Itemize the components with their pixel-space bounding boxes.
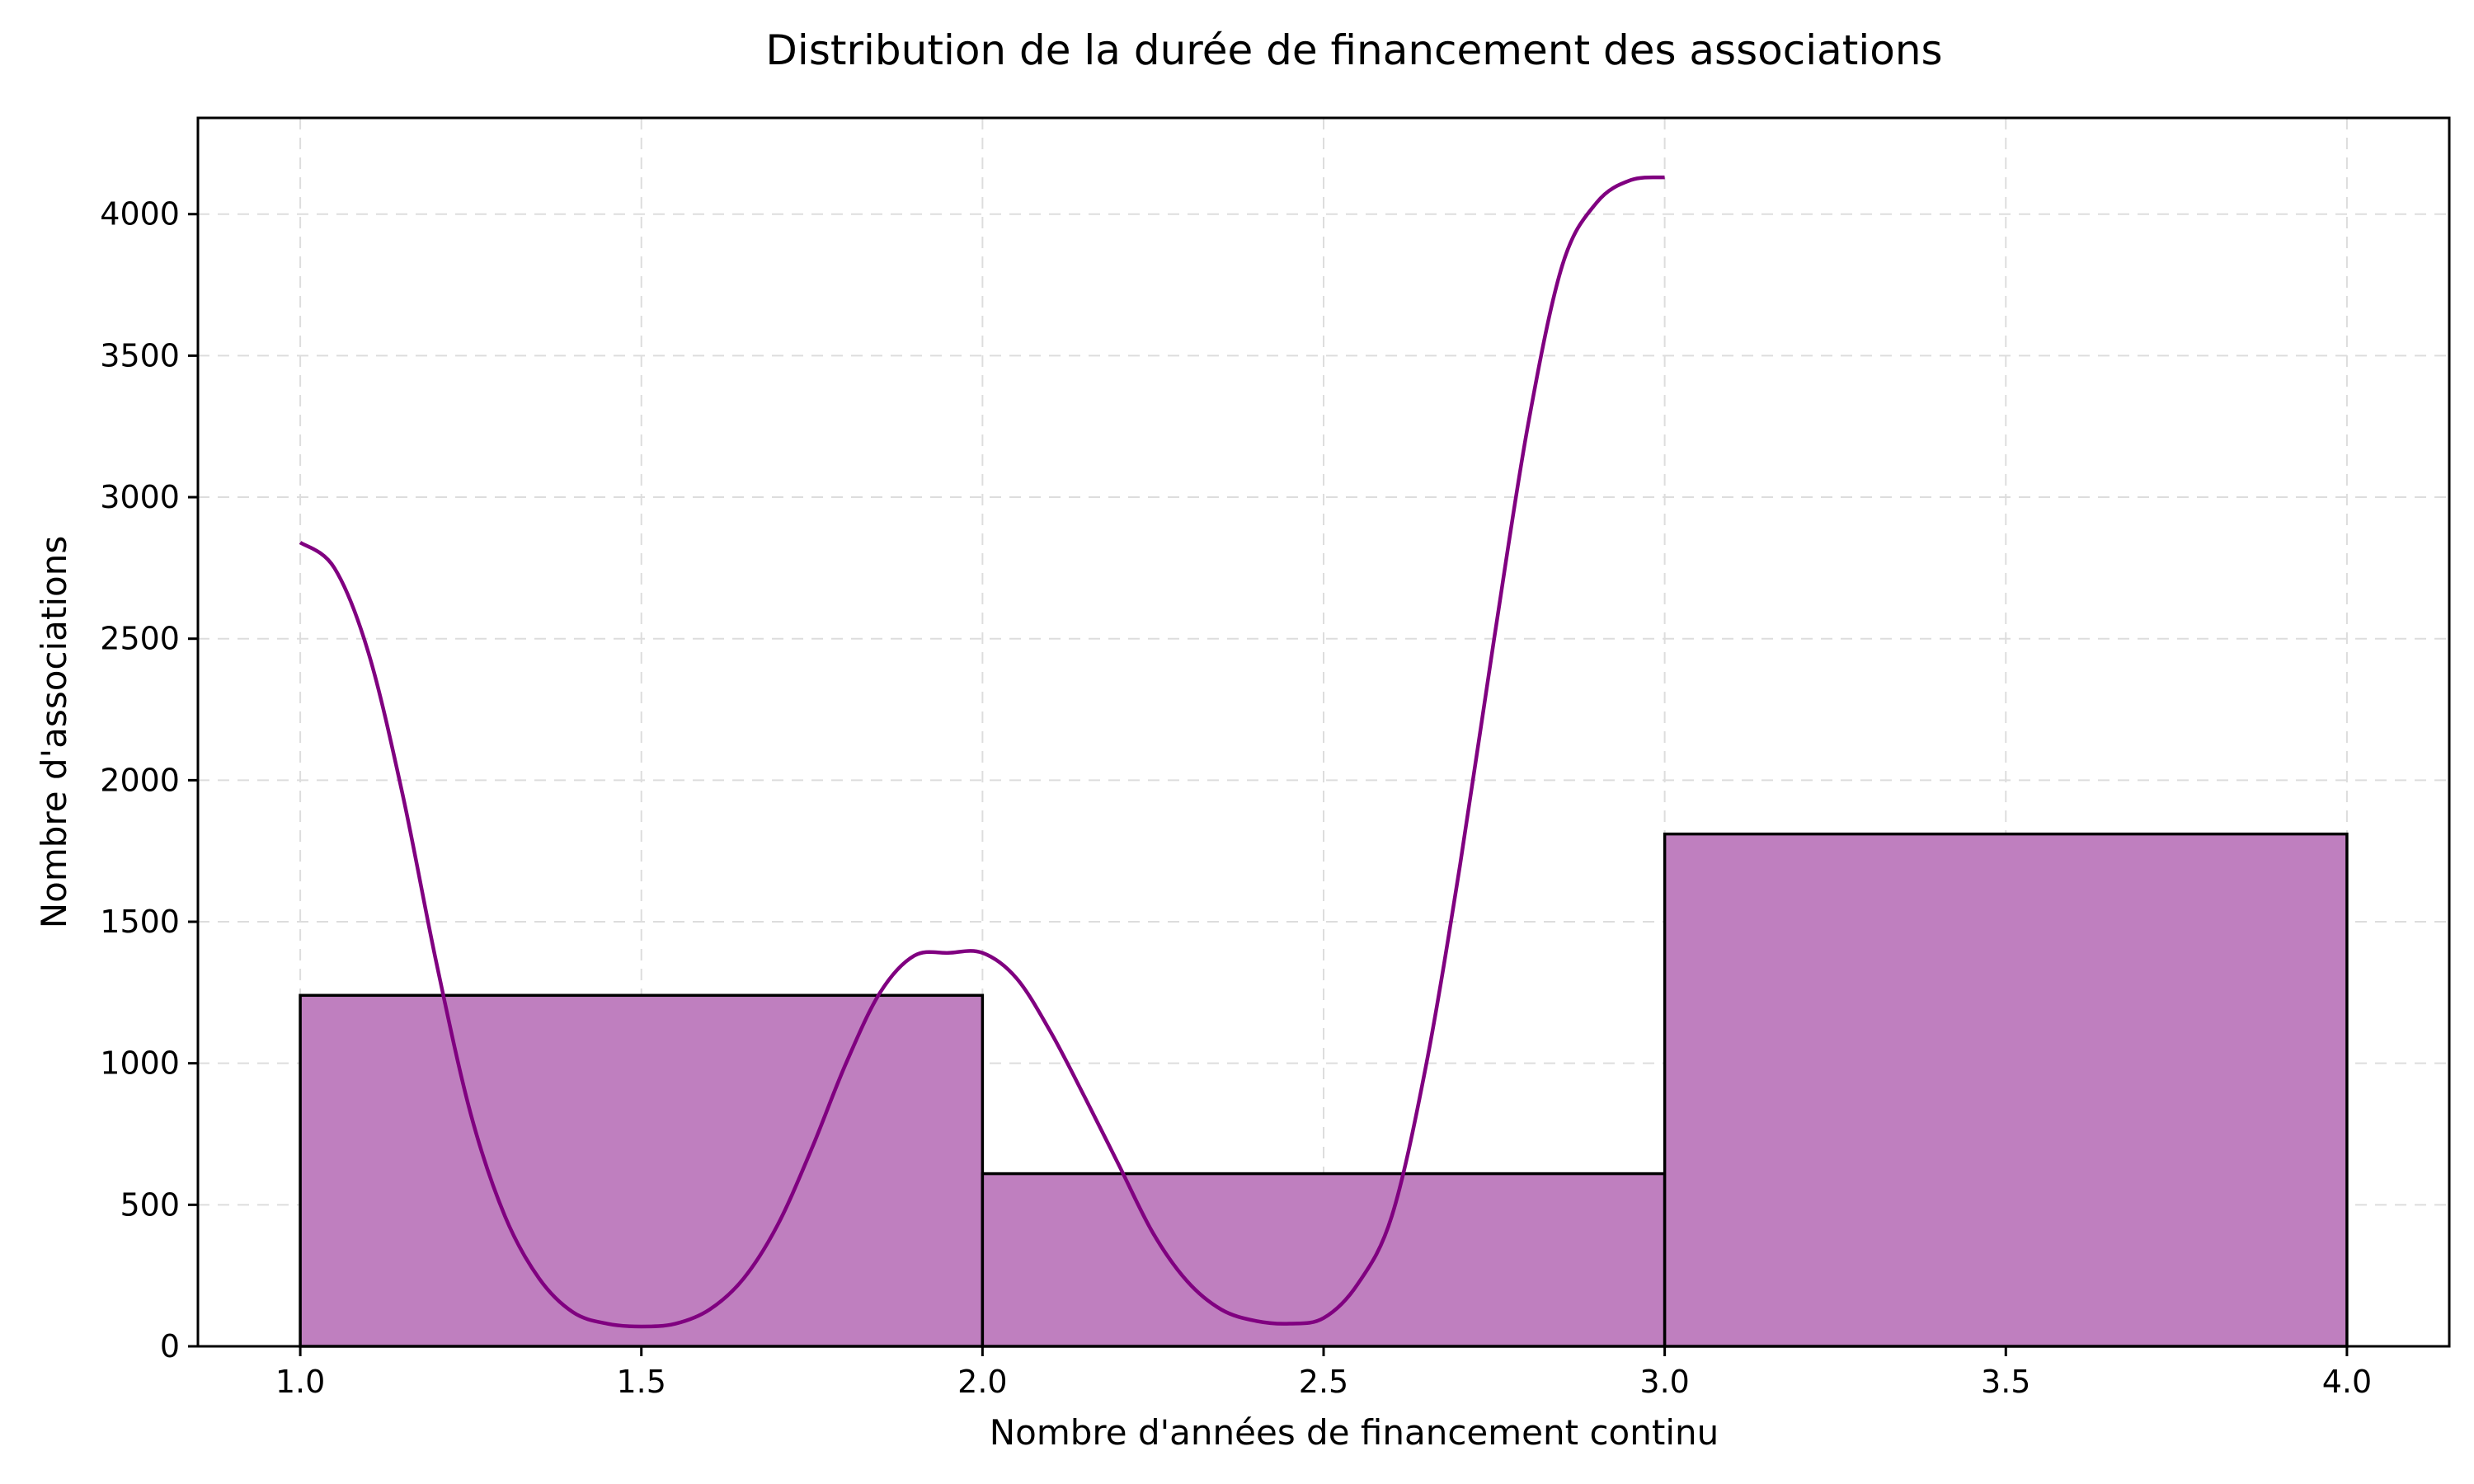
y-tick-label: 4000	[100, 196, 180, 232]
histogram-bars	[299, 832, 2349, 1348]
y-tick-label: 0	[160, 1328, 180, 1364]
x-tick-label: 3.0	[1639, 1364, 1689, 1400]
x-tick-label: 1.5	[617, 1364, 666, 1400]
histogram-bar-1	[299, 993, 985, 1348]
x-axis-ticks: 1.0 1.5 2.0 2.5 3.0 3.5 4.0	[275, 1346, 2372, 1400]
x-axis-label: Nombre d'années de financement continu	[990, 1412, 1719, 1453]
kde-curve-layer	[299, 175, 1665, 1329]
x-tick-label: 4.0	[2322, 1364, 2372, 1400]
kde-curve	[299, 175, 1665, 1329]
y-tick-label: 500	[120, 1186, 180, 1223]
y-axis-label: Nombre d'associations	[34, 536, 74, 928]
y-tick-label: 3000	[100, 479, 180, 515]
y-tick-label: 3500	[100, 337, 180, 373]
histogram-bar-3	[1663, 832, 2349, 1348]
y-axis-ticks: 0 500 1000 1500 2000 2500 3000 3500 4000	[100, 196, 198, 1364]
x-tick-label: 3.5	[1981, 1364, 2030, 1400]
histogram-bar-2	[981, 1172, 1667, 1348]
y-tick-label: 2500	[100, 621, 180, 657]
x-tick-label: 1.0	[275, 1364, 325, 1400]
x-tick-label: 2.5	[1299, 1364, 1348, 1400]
y-tick-label: 1000	[100, 1045, 180, 1082]
grid	[198, 118, 2449, 1347]
y-tick-label: 1500	[100, 904, 180, 940]
chart-title: Distribution de la durée de financement …	[765, 26, 1942, 74]
y-tick-label: 2000	[100, 762, 180, 798]
x-tick-label: 2.0	[957, 1364, 1007, 1400]
